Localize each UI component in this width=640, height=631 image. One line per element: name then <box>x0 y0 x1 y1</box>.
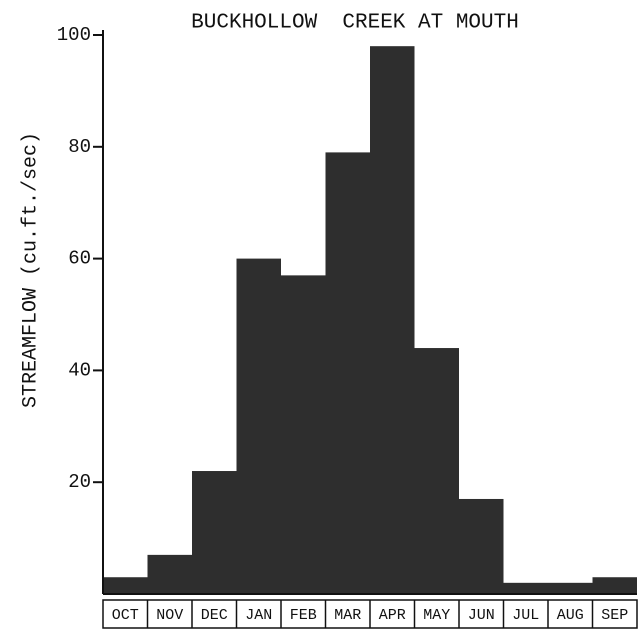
x-tick-label: MAY <box>423 607 450 624</box>
x-tick-label: JUN <box>468 607 495 624</box>
x-tick-label: AUG <box>557 607 584 624</box>
bar <box>192 471 237 594</box>
bar <box>414 348 459 594</box>
bar <box>592 577 637 594</box>
x-tick-label: SEP <box>601 607 628 624</box>
bar <box>103 577 148 594</box>
y-tick-label: 20 <box>68 471 91 493</box>
bar <box>281 275 326 594</box>
x-tick-label: APR <box>379 607 406 624</box>
bar <box>459 498 504 594</box>
y-axis-label: STREAMFLOW (cu.ft./sec) <box>19 132 42 408</box>
x-tick-label: JAN <box>245 607 272 624</box>
bar <box>325 152 370 594</box>
bar <box>236 258 281 594</box>
x-tick-label: MAR <box>334 607 361 624</box>
bar <box>548 582 593 594</box>
x-tick-label: OCT <box>112 607 139 624</box>
bar <box>503 582 548 594</box>
x-tick-label: JUL <box>512 607 539 624</box>
y-tick-label: 100 <box>57 24 91 46</box>
y-tick-label: 80 <box>68 136 91 158</box>
x-tick-label: NOV <box>156 607 183 624</box>
chart-title: BUCKHOLLOW CREEK AT MOUTH <box>191 12 519 35</box>
bar <box>147 554 192 594</box>
y-tick-label: 60 <box>68 248 91 270</box>
x-tick-label: DEC <box>201 607 228 624</box>
y-tick-label: 40 <box>68 359 91 381</box>
bar <box>370 46 415 595</box>
x-tick-label: FEB <box>290 607 317 624</box>
